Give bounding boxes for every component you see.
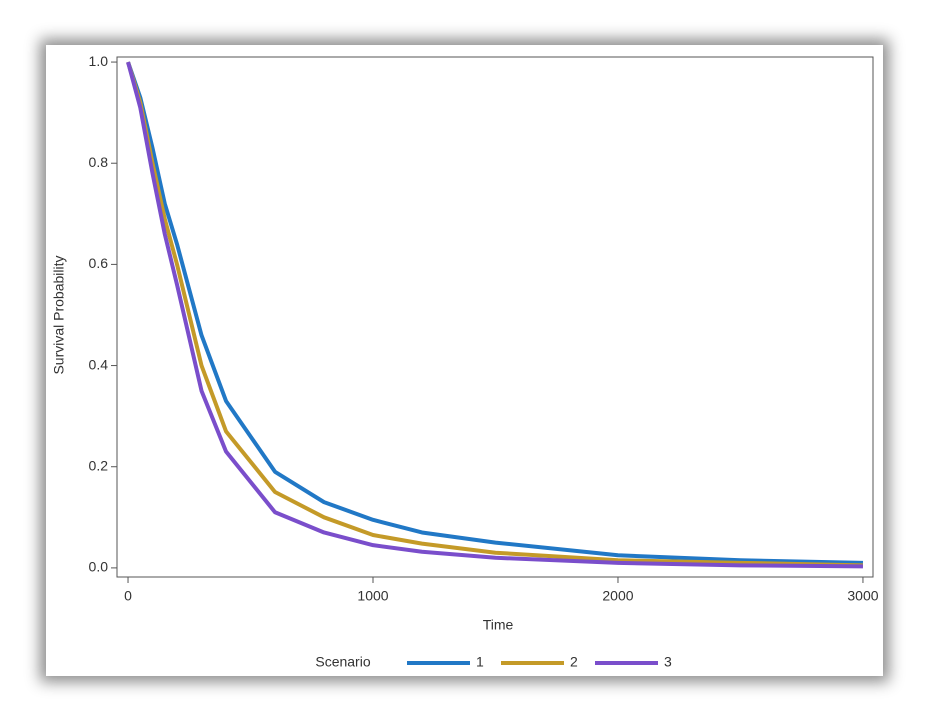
- legend-label: 2: [570, 654, 578, 670]
- series-line: [126, 61, 863, 565]
- x-tick-label: 1000: [357, 588, 388, 604]
- x-tick-label: 2000: [602, 588, 633, 604]
- plot-frame: [116, 56, 874, 578]
- y-tick-label: 1.0: [89, 53, 109, 69]
- x-tick-label: 0: [124, 588, 132, 604]
- y-tick-label: 0.6: [89, 255, 109, 271]
- y-tick-label: 0.0: [89, 559, 109, 575]
- legend-title: Scenario: [315, 654, 370, 670]
- x-tick-label: 3000: [847, 588, 878, 604]
- y-tick-label: 0.8: [89, 154, 109, 170]
- y-tick-label: 0.2: [89, 457, 109, 473]
- legend-label: 3: [664, 654, 672, 670]
- series-line: [126, 61, 863, 568]
- chart-panel: [46, 45, 883, 676]
- x-axis-label: Time: [483, 617, 514, 633]
- legend-label: 1: [476, 654, 484, 670]
- series-line: [126, 61, 863, 569]
- y-tick-label: 0.4: [89, 356, 109, 372]
- y-axis-label: Survival Probability: [51, 255, 67, 374]
